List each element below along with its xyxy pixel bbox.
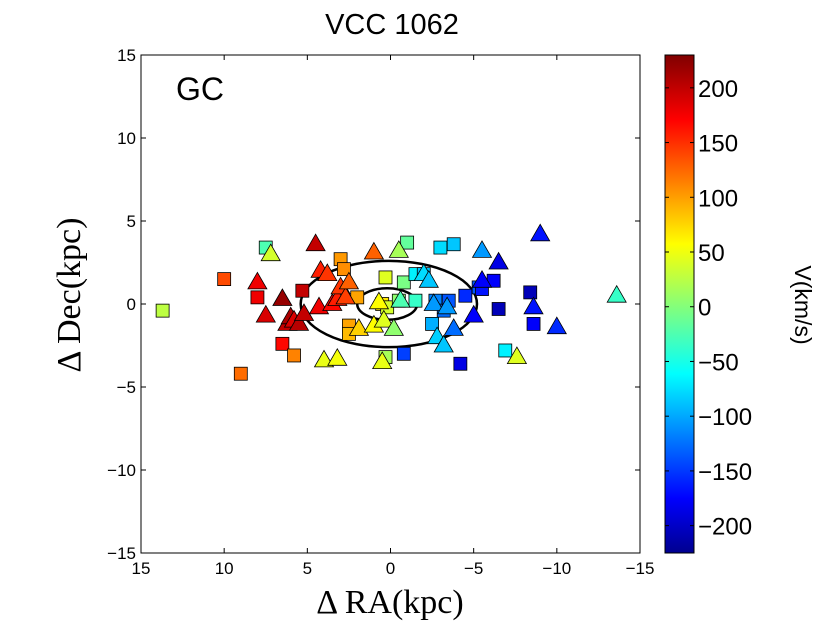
x-tick-label: 15 <box>132 559 151 578</box>
square-marker <box>378 270 393 285</box>
triangle-marker <box>436 296 458 315</box>
colorbar-tick-label: 50 <box>698 240 725 267</box>
triangle-marker <box>348 318 370 336</box>
square-marker <box>446 237 461 252</box>
square-marker <box>425 317 439 331</box>
triangle-marker <box>388 240 409 258</box>
colorbar-tick-labels: 200 150 100 50 0 −50 −100 −150 −200 <box>698 76 752 541</box>
triangle-marker <box>423 293 444 311</box>
square-marker <box>287 348 301 363</box>
colorbar-tick-label: 150 <box>698 131 738 158</box>
y-tick-label: 0 <box>127 295 136 314</box>
panel-label: GC <box>176 71 224 107</box>
triangle-marker <box>313 349 335 368</box>
y-tick-label: −5 <box>117 378 136 397</box>
triangle-marker <box>463 304 484 323</box>
colorbar-ticks <box>665 87 694 527</box>
triangle-marker <box>488 251 509 270</box>
square-marker <box>408 293 423 308</box>
square-marker <box>396 275 411 290</box>
square-marker <box>433 240 448 255</box>
square-marker <box>217 272 232 287</box>
square-marker <box>396 346 411 361</box>
square-marker <box>453 356 468 371</box>
triangle-marker <box>471 269 493 288</box>
square-marker <box>275 336 290 351</box>
axis-ticks <box>140 54 641 554</box>
triangle-marker <box>471 240 493 258</box>
triangle-marker <box>506 346 528 365</box>
square-marker <box>526 317 541 331</box>
triangle-marker <box>372 351 393 370</box>
y-tick-label: 5 <box>127 212 136 231</box>
colorbar-tick-label: −100 <box>698 404 752 431</box>
square-marker <box>233 366 248 381</box>
colorbar-label: V(km/s) <box>790 265 816 344</box>
triangle-marker <box>373 309 394 328</box>
square-marker <box>491 302 506 316</box>
triangle-marker <box>418 269 439 288</box>
triangle-marker <box>327 347 348 366</box>
x-tick-label: 5 <box>303 559 312 578</box>
triangle-marker <box>530 223 551 242</box>
triangle-marker <box>247 271 268 290</box>
triangle-marker <box>433 334 454 353</box>
triangle-marker <box>363 241 385 260</box>
square-marker <box>337 262 351 277</box>
square-marker <box>250 290 265 305</box>
square-marker <box>498 343 513 358</box>
triangle-marker <box>546 316 567 335</box>
colorbar-tick-label: 0 <box>698 295 711 322</box>
y-tick-label: 15 <box>117 46 136 65</box>
triangle-marker <box>288 313 310 331</box>
chart-title: VCC 1062 <box>325 9 459 41</box>
colorbar-tick-label: −200 <box>698 514 752 541</box>
x-tick-label: 10 <box>215 559 234 578</box>
colorbar <box>664 54 695 554</box>
triangle-marker <box>338 271 360 290</box>
triangle-marker <box>383 318 404 336</box>
triangle-marker <box>255 304 276 323</box>
triangle-marker <box>335 286 356 305</box>
y-axis-label: Δ Dec(kpc) <box>51 218 88 373</box>
x-tick-label: −5 <box>464 559 483 578</box>
triangle-marker <box>272 288 293 306</box>
square-marker <box>295 283 310 298</box>
colorbar-tick-label: 200 <box>698 76 738 103</box>
triangle-marker <box>368 291 390 310</box>
triangle-marker <box>443 318 464 336</box>
square-marker <box>523 285 538 300</box>
y-tick-label: 10 <box>117 129 136 148</box>
x-tick-labels: 15 10 5 0 −5 −10 −15 <box>132 559 655 578</box>
x-tick-label: 0 <box>386 559 395 578</box>
colorbar-tick-label: −150 <box>698 459 752 486</box>
triangle-marker <box>606 284 627 303</box>
y-tick-label: −10 <box>107 461 136 480</box>
square-marker <box>155 303 170 318</box>
x-tick-label: −15 <box>626 559 655 578</box>
triangle-marker <box>317 263 338 282</box>
triangle-marker <box>260 243 281 262</box>
triangle-marker <box>390 289 411 308</box>
triangle-marker <box>293 303 315 321</box>
x-tick-label: −10 <box>542 559 571 578</box>
y-tick-label: −15 <box>107 544 136 563</box>
colorbar-tick-label: −50 <box>698 349 739 376</box>
ellipse-outer <box>299 259 479 349</box>
triangle-marker <box>523 296 544 315</box>
square-marker <box>458 288 473 303</box>
triangle-marker <box>305 233 326 252</box>
x-axis-label: Δ RA(kpc) <box>316 584 463 621</box>
square-marker <box>400 235 415 250</box>
colorbar-tick-label: 100 <box>698 185 738 212</box>
data-markers <box>155 223 627 381</box>
y-tick-labels: 15 10 5 0 −5 −10 −15 <box>107 46 136 563</box>
